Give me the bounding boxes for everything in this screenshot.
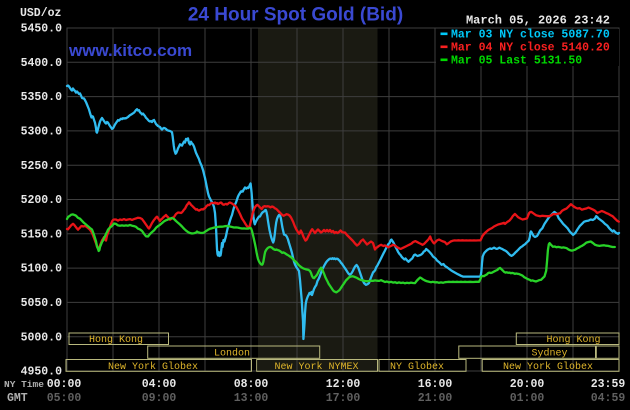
svg-text:Hong Kong: Hong Kong [546,335,600,346]
svg-text:20:00: 20:00 [510,378,545,391]
svg-text:New York NYMEX: New York NYMEX [274,361,358,373]
svg-text:Mar 05 Last 5131.50: Mar 05 Last 5131.50 [451,55,582,68]
svg-text:5000.0: 5000.0 [21,331,63,344]
svg-text:17:00: 17:00 [326,392,361,405]
svg-text:5100.0: 5100.0 [21,263,63,276]
svg-text:5350.0: 5350.0 [21,91,63,104]
svg-text:www.kitco.com: www.kitco.com [68,41,192,60]
svg-text:NY Time: NY Time [4,379,44,390]
svg-text:Sydney: Sydney [531,348,567,360]
svg-text:Hong Kong: Hong Kong [89,335,143,346]
svg-text:5200.0: 5200.0 [21,194,63,207]
svg-text:5250.0: 5250.0 [21,160,63,173]
svg-text:23:59: 23:59 [591,378,626,391]
svg-text:March 05, 2026 23:42: March 05, 2026 23:42 [466,14,610,28]
svg-text:16:00: 16:00 [418,378,453,391]
svg-text:12:00: 12:00 [326,378,361,391]
svg-text:13:00: 13:00 [234,392,269,405]
svg-text:GMT: GMT [7,392,28,405]
svg-text:New York Globex: New York Globex [503,361,593,373]
svg-text:04:00: 04:00 [142,378,177,391]
svg-text:London: London [214,348,250,360]
svg-text:24 Hour Spot Gold (Bid): 24 Hour Spot Gold (Bid) [188,5,403,26]
svg-text:Mar 04 NY close 5140.20: Mar 04 NY close 5140.20 [451,42,610,55]
svg-text:5400.0: 5400.0 [21,57,63,70]
svg-text:5300.0: 5300.0 [21,126,63,139]
svg-text:00:00: 00:00 [47,378,82,391]
svg-text:21:00: 21:00 [418,392,453,405]
svg-text:Mar 03 NY close 5087.70: Mar 03 NY close 5087.70 [451,29,610,42]
svg-text:05:00: 05:00 [47,392,82,405]
svg-text:09:00: 09:00 [142,392,177,405]
svg-text:08:00: 08:00 [234,378,269,391]
svg-text:01:00: 01:00 [510,392,545,405]
svg-text:5050.0: 5050.0 [21,297,63,310]
svg-text:4950.0: 4950.0 [21,366,63,379]
svg-text:USD/oz: USD/oz [20,7,62,20]
svg-text:5450.0: 5450.0 [21,23,63,36]
svg-text:NY Globex: NY Globex [390,361,444,373]
svg-text:04:59: 04:59 [591,392,626,405]
svg-text:5150.0: 5150.0 [21,228,63,241]
svg-text:New York Globex: New York Globex [108,361,198,373]
